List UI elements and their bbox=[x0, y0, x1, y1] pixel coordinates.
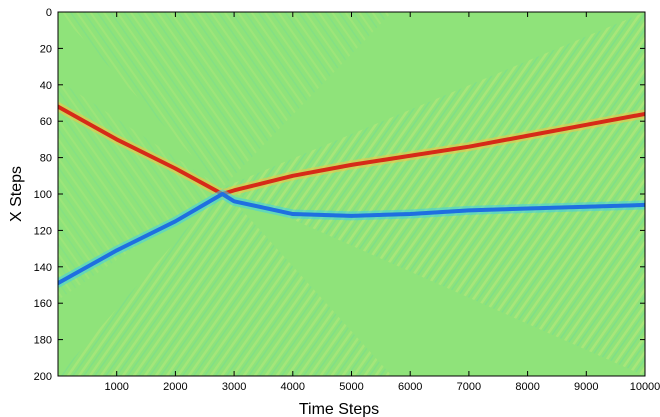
series-0-point bbox=[173, 167, 177, 171]
series-1-point bbox=[220, 192, 224, 196]
series-0-line bbox=[58, 104, 645, 196]
y-tick-label: 200 bbox=[34, 371, 52, 383]
series-1-point bbox=[291, 212, 295, 216]
y-tick-label: 60 bbox=[40, 116, 52, 128]
x-tick-label: 8000 bbox=[515, 381, 539, 393]
x-tick-label: 7000 bbox=[457, 381, 481, 393]
x-tick-label: 10000 bbox=[630, 381, 660, 393]
x-axis-label: Time Steps bbox=[299, 401, 379, 417]
y-tick-label: 100 bbox=[34, 189, 52, 201]
y-tick-label: 180 bbox=[34, 335, 52, 347]
series-0-point bbox=[291, 174, 295, 178]
plot-area bbox=[57, 11, 646, 377]
y-tick-label: 0 bbox=[46, 7, 52, 19]
series-0-point bbox=[467, 145, 471, 149]
series-1-line bbox=[58, 192, 645, 286]
series-0-point bbox=[584, 123, 588, 127]
series-1-point bbox=[350, 214, 353, 218]
series-0-point bbox=[408, 154, 412, 158]
series-1-point bbox=[115, 248, 119, 252]
series-1-point bbox=[232, 199, 236, 203]
y-tick-label: 120 bbox=[34, 225, 52, 237]
interference-texture bbox=[58, 12, 645, 376]
y-tick-label: 160 bbox=[34, 298, 52, 310]
x-axis: 1000 2000 3000 4000 5000 6000 7000 8000 9000 1000… bbox=[104, 12, 660, 393]
series-layer bbox=[58, 102, 645, 288]
y-axis: 0 20 40 60 80 100 120 140 160 180 200 bbox=[34, 7, 645, 383]
series-1-point bbox=[584, 205, 588, 209]
series-1-point bbox=[408, 212, 412, 216]
y-tick-label: 140 bbox=[34, 262, 52, 274]
x-tick-label: 9000 bbox=[574, 381, 598, 393]
x-tick-label: 2000 bbox=[163, 381, 187, 393]
series-0-point bbox=[232, 188, 236, 192]
series-1-point bbox=[526, 207, 530, 211]
x-tick-label: 5000 bbox=[339, 381, 363, 393]
y-axis-label: X Steps bbox=[8, 166, 25, 222]
y-tick-label: 40 bbox=[40, 80, 52, 92]
x-tick-label: 6000 bbox=[398, 381, 422, 393]
y-tick-label: 80 bbox=[40, 153, 52, 165]
series-1-point bbox=[173, 219, 177, 223]
x-tick-label: 4000 bbox=[281, 381, 305, 393]
series-0-point bbox=[526, 134, 530, 138]
series-0-point bbox=[350, 163, 353, 167]
x-tick-label: 1000 bbox=[104, 381, 128, 393]
series-1-point bbox=[467, 208, 471, 212]
y-tick-label: 20 bbox=[40, 43, 52, 55]
x-tick-label: 3000 bbox=[222, 381, 246, 393]
series-0-point bbox=[115, 137, 119, 141]
